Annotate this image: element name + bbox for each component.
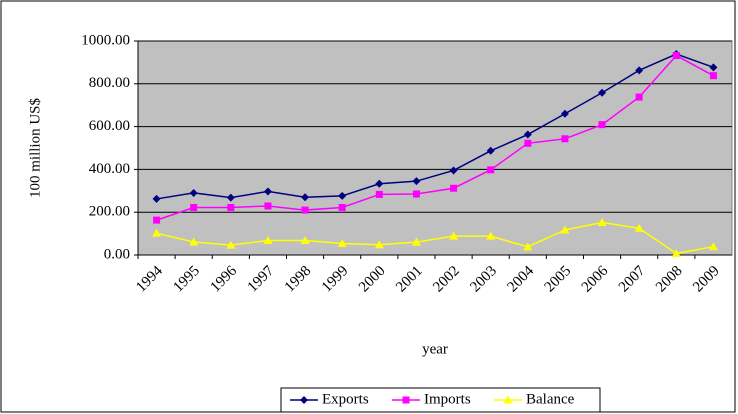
marker (227, 203, 235, 211)
legend-label: Balance (526, 391, 575, 407)
series-line (156, 54, 714, 221)
marker (487, 166, 495, 174)
series-line (156, 53, 714, 200)
legend-box (280, 387, 601, 413)
marker (523, 130, 532, 139)
y-tick-label: 200.00 (89, 204, 130, 220)
marker (672, 52, 680, 60)
marker (450, 184, 458, 192)
marker (301, 193, 310, 202)
marker (671, 249, 681, 258)
y-tick-label: 0.00 (104, 246, 130, 262)
marker (412, 190, 420, 198)
marker (523, 242, 533, 251)
y-tick-label: 400.00 (89, 161, 130, 177)
marker (560, 109, 569, 118)
marker (152, 194, 161, 203)
marker (412, 177, 421, 186)
legend-label: Exports (322, 391, 369, 407)
marker (153, 216, 161, 224)
marker (374, 240, 384, 249)
marker (226, 193, 235, 202)
y-tick-label: 800.00 (89, 75, 130, 91)
series-line (156, 221, 714, 255)
marker (375, 190, 383, 198)
marker (709, 72, 717, 80)
marker (449, 231, 459, 240)
marker (561, 135, 569, 143)
y-axis-label: 100 million US$ (27, 97, 43, 198)
marker (338, 191, 347, 200)
marker (226, 240, 236, 249)
marker (264, 202, 272, 210)
marker (375, 179, 384, 188)
plot-area (137, 40, 733, 256)
marker (338, 203, 346, 211)
marker (300, 396, 308, 404)
marker (411, 237, 421, 246)
marker (263, 187, 272, 196)
legend-label: Imports (424, 391, 471, 407)
y-tick-label: 1000.00 (81, 32, 130, 48)
marker (402, 396, 410, 404)
marker (503, 395, 513, 404)
marker (524, 139, 532, 147)
marker (300, 235, 310, 244)
marker (560, 225, 570, 234)
marker (598, 121, 606, 129)
marker (190, 203, 198, 211)
marker (189, 237, 199, 246)
marker (486, 231, 496, 240)
marker (337, 238, 347, 247)
x-axis-label: year (422, 341, 448, 357)
marker (598, 88, 607, 97)
marker (635, 66, 644, 75)
marker (263, 235, 273, 244)
marker (597, 217, 607, 226)
marker (449, 166, 458, 175)
marker (152, 228, 162, 237)
marker (486, 146, 495, 155)
marker (708, 242, 718, 251)
marker (709, 63, 718, 72)
marker (635, 93, 643, 101)
marker (634, 223, 644, 232)
y-tick-label: 600.00 (89, 118, 130, 134)
marker (189, 188, 198, 197)
marker (301, 206, 309, 214)
